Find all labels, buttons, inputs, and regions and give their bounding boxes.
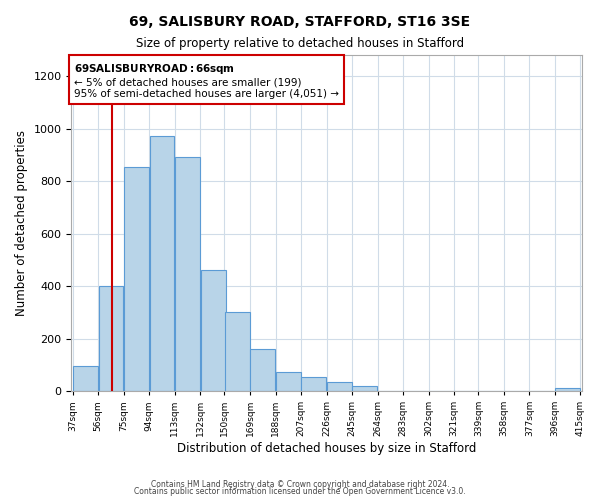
Text: Size of property relative to detached houses in Stafford: Size of property relative to detached ho…: [136, 38, 464, 51]
Bar: [175, 158, 200, 391]
Bar: [124, 166, 149, 391]
Bar: [73, 366, 98, 391]
Text: 69, SALISBURY ROAD, STAFFORD, ST16 3SE: 69, SALISBURY ROAD, STAFFORD, ST16 3SE: [130, 15, 470, 29]
Bar: [98, 286, 124, 391]
Bar: [352, 386, 377, 391]
Text: $\bf{69 SALISBURY ROAD: 66sqm}$
← 5% of detached houses are smaller (199)
95% of: $\bf{69 SALISBURY ROAD: 66sqm}$ ← 5% of …: [74, 62, 339, 99]
Bar: [225, 312, 250, 391]
Bar: [327, 382, 352, 391]
Bar: [276, 372, 301, 391]
Bar: [250, 349, 275, 391]
X-axis label: Distribution of detached houses by size in Stafford: Distribution of detached houses by size …: [177, 442, 476, 455]
Y-axis label: Number of detached properties: Number of detached properties: [15, 130, 28, 316]
Text: Contains HM Land Registry data © Crown copyright and database right 2024.: Contains HM Land Registry data © Crown c…: [151, 480, 449, 489]
Bar: [149, 136, 175, 391]
Bar: [301, 378, 326, 391]
Bar: [555, 388, 580, 391]
Text: Contains public sector information licensed under the Open Government Licence v3: Contains public sector information licen…: [134, 488, 466, 496]
Bar: [200, 270, 226, 391]
